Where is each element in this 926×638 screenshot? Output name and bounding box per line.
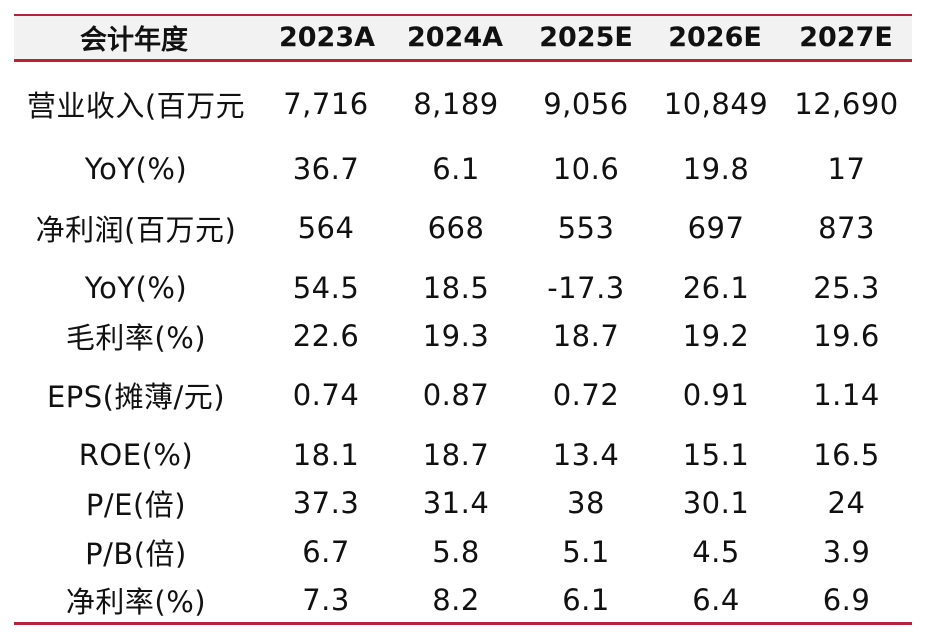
- table-row: 净利润(百万元) 564 668 553 697 873: [14, 200, 912, 256]
- header-cell-2027e: 2027E: [799, 22, 893, 53]
- row-value-2027e: 16.5: [813, 438, 880, 472]
- row-value-2027e: 6.9: [822, 583, 871, 617]
- row-value-2026e: 10,849: [663, 87, 769, 121]
- row-value-2026e: 15.1: [682, 438, 750, 472]
- row-value-2026e: 19.8: [682, 152, 750, 186]
- row-value-2025e: 9,056: [543, 87, 629, 121]
- row-value-2027e: 1.14: [813, 378, 880, 412]
- row-value-2024a: 0.87: [422, 378, 490, 412]
- row-value-2027e: 17: [827, 152, 866, 186]
- row-value-2024a: 8.2: [432, 583, 480, 617]
- financial-forecast-table: 会计年度 2023A 2024A 2025E 2026E 2027E 营业收入(…: [14, 14, 912, 626]
- row-label: P/B(倍): [85, 537, 187, 571]
- row-value-2024a: 31.4: [422, 486, 490, 520]
- row-value-2023a: 18.1: [292, 438, 360, 472]
- table-row: P/E(倍) 37.3 31.4 38 30.1 24: [14, 475, 912, 531]
- row-value-2026e: 19.2: [682, 319, 750, 353]
- row-value-2024a: 18.5: [422, 271, 490, 305]
- row-label: 毛利率(%): [65, 321, 207, 355]
- row-value-2026e: 30.1: [682, 486, 750, 520]
- table-row: YoY(%) 36.7 6.1 10.6 19.8 17: [14, 141, 912, 197]
- row-value-2025e: 38: [567, 486, 605, 520]
- row-value-2023a: 22.6: [292, 319, 360, 353]
- row-value-2025e: 18.7: [552, 319, 620, 353]
- row-label: ROE(%): [78, 438, 194, 472]
- row-value-2025e: -17.3: [547, 271, 625, 305]
- table-row: P/B(倍) 6.7 5.8 5.1 4.5 3.9: [14, 524, 912, 580]
- row-value-2024a: 19.3: [422, 319, 490, 353]
- row-value-2027e: 3.9: [822, 535, 871, 569]
- row-value-2026e: 4.5: [692, 535, 740, 569]
- header-cell-2024a: 2024A: [406, 22, 504, 53]
- row-value-2024a: 18.7: [422, 438, 490, 472]
- row-value-2026e: 697: [687, 211, 745, 245]
- table-row: 净利率(%) 7.3 8.2 6.1 6.4 6.9: [14, 572, 912, 628]
- row-value-2025e: 13.4: [552, 438, 620, 472]
- table-row: YoY(%) 54.5 18.5 -17.3 26.1 25.3: [14, 260, 912, 316]
- row-value-2027e: 24: [827, 486, 866, 520]
- table-bottom-rule: [14, 622, 912, 625]
- row-value-2024a: 5.8: [432, 535, 480, 569]
- row-value-2027e: 12,690: [794, 87, 899, 121]
- row-value-2024a: 8,189: [413, 87, 499, 121]
- table-row: 营业收入(百万元 7,716 8,189 9,056 10,849 12,690: [14, 76, 912, 132]
- row-value-2025e: 0.72: [552, 378, 620, 412]
- row-label: 净利率(%): [65, 585, 207, 619]
- row-value-2025e: 10.6: [552, 152, 620, 186]
- row-value-2024a: 668: [427, 211, 485, 245]
- row-value-2023a: 6.7: [302, 535, 350, 569]
- row-value-2026e: 26.1: [682, 271, 750, 305]
- row-value-2023a: 7,716: [283, 87, 369, 121]
- header-cell-2023a: 2023A: [278, 22, 376, 53]
- row-label: YoY(%): [84, 271, 188, 305]
- table-row: 毛利率(%) 22.6 19.3 18.7 19.2 19.6: [14, 308, 912, 364]
- row-value-2023a: 36.7: [292, 152, 360, 186]
- row-value-2027e: 19.6: [813, 319, 880, 353]
- row-value-2026e: 6.4: [692, 583, 740, 617]
- table-row: ROE(%) 18.1 18.7 13.4 15.1 16.5: [14, 427, 912, 483]
- row-value-2024a: 6.1: [432, 152, 480, 186]
- row-value-2026e: 0.91: [682, 378, 750, 412]
- row-label: YoY(%): [84, 152, 188, 186]
- row-value-2027e: 873: [818, 211, 875, 245]
- row-label: EPS(摊薄/元): [46, 380, 226, 414]
- row-value-2027e: 25.3: [813, 271, 880, 305]
- row-label: 净利润(百万元): [35, 213, 237, 247]
- row-label: 营业收入(百万元: [26, 89, 246, 123]
- row-value-2023a: 54.5: [292, 271, 360, 305]
- row-value-2023a: 0.74: [292, 378, 360, 412]
- table-header-row: 会计年度 2023A 2024A 2025E 2026E 2027E: [14, 14, 912, 62]
- row-value-2025e: 6.1: [562, 583, 610, 617]
- table-row: EPS(摊薄/元) 0.74 0.87 0.72 0.91 1.14: [14, 367, 912, 423]
- row-value-2023a: 7.3: [302, 583, 350, 617]
- row-value-2023a: 37.3: [292, 486, 360, 520]
- header-cell-label: 会计年度: [80, 25, 188, 56]
- row-value-2025e: 553: [557, 211, 615, 245]
- row-value-2025e: 5.1: [562, 535, 610, 569]
- header-cell-2025e: 2025E: [539, 22, 633, 53]
- row-value-2023a: 564: [297, 211, 355, 245]
- row-label: P/E(倍): [85, 488, 187, 522]
- header-cell-2026e: 2026E: [668, 22, 762, 53]
